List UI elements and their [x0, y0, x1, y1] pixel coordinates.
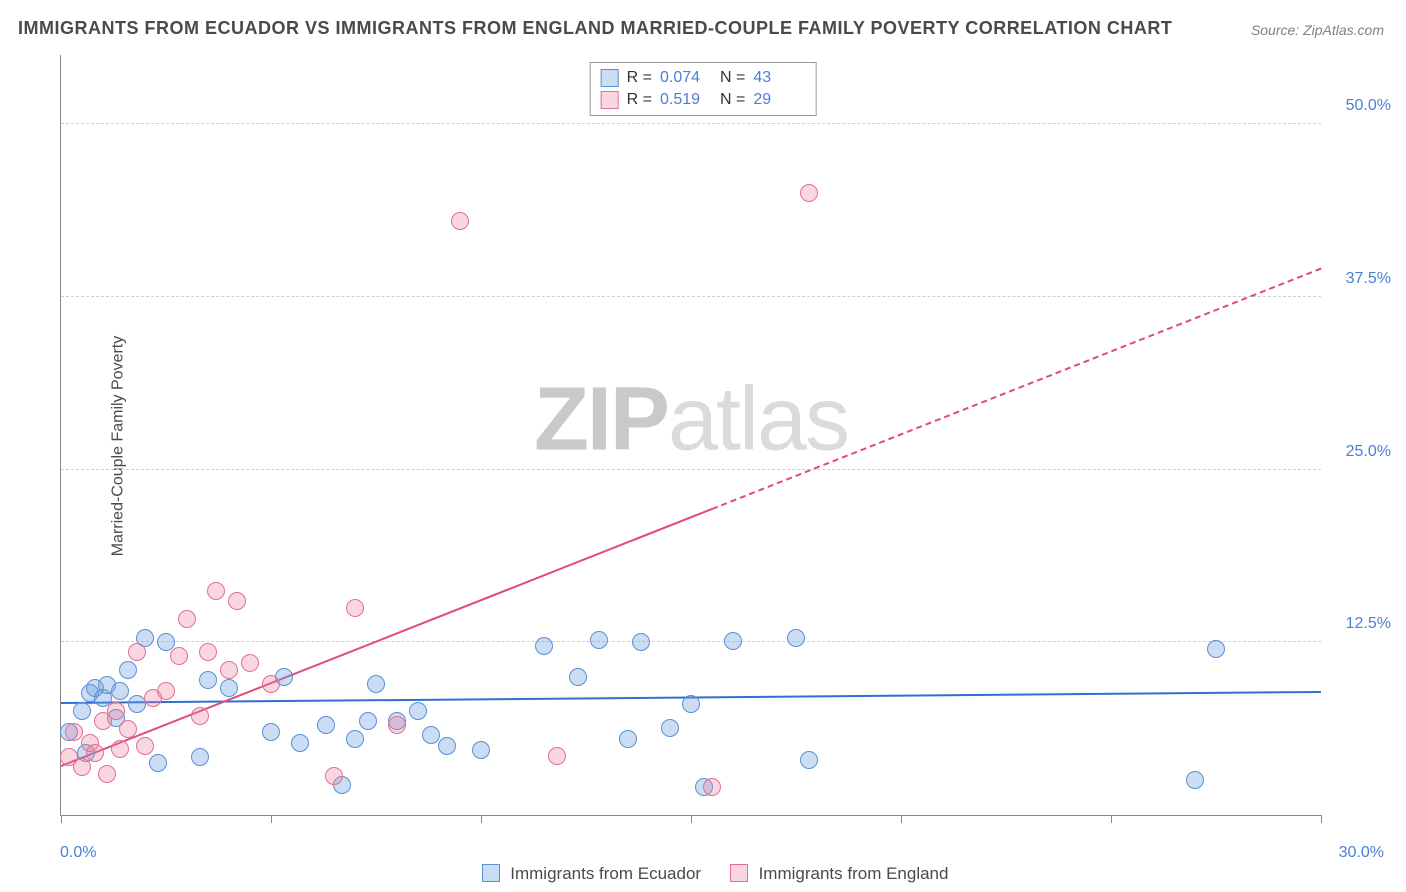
data-point: [111, 740, 129, 758]
swatch-ecuador-bottom: [482, 864, 500, 882]
data-point: [388, 716, 406, 734]
x-tick: [691, 815, 692, 823]
data-point: [409, 702, 427, 720]
data-point: [346, 599, 364, 617]
data-point: [346, 730, 364, 748]
y-tick-label: 25.0%: [1331, 443, 1391, 461]
data-point: [228, 592, 246, 610]
data-point: [199, 671, 217, 689]
data-point: [262, 723, 280, 741]
gridline: [61, 123, 1321, 124]
data-point: [317, 716, 335, 734]
gridline: [61, 641, 1321, 642]
data-point: [136, 737, 154, 755]
data-point: [98, 765, 116, 783]
data-point: [65, 723, 83, 741]
r-label: R =: [627, 89, 652, 111]
gridline: [61, 469, 1321, 470]
data-point: [472, 741, 490, 759]
data-point: [191, 748, 209, 766]
source-attribution: Source: ZipAtlas.com: [1251, 22, 1384, 38]
r-label: R =: [627, 67, 652, 89]
trend-line: [712, 267, 1322, 509]
data-point: [107, 702, 125, 720]
data-point: [220, 679, 238, 697]
x-tick: [271, 815, 272, 823]
data-point: [220, 661, 238, 679]
plot-area: ZIPatlas 12.5%25.0%37.5%50.0%: [60, 55, 1321, 816]
data-point: [451, 212, 469, 230]
data-point: [241, 654, 259, 672]
data-point: [367, 675, 385, 693]
x-axis-max-label: 30.0%: [1339, 844, 1384, 862]
data-point: [128, 695, 146, 713]
data-point: [632, 633, 650, 651]
data-point: [86, 744, 104, 762]
n-value-england: 29: [753, 89, 805, 111]
data-point: [149, 754, 167, 772]
data-point: [170, 647, 188, 665]
data-point: [111, 682, 129, 700]
correlation-legend: R = 0.074 N = 43 R = 0.519 N = 29: [590, 62, 817, 116]
data-point: [325, 767, 343, 785]
n-value-ecuador: 43: [753, 67, 805, 89]
data-point: [661, 719, 679, 737]
data-point: [590, 631, 608, 649]
data-point: [787, 629, 805, 647]
data-point: [548, 747, 566, 765]
swatch-england-bottom: [730, 864, 748, 882]
watermark: ZIPatlas: [534, 368, 848, 471]
r-value-ecuador: 0.074: [660, 67, 712, 89]
n-label: N =: [720, 89, 745, 111]
data-point: [535, 637, 553, 655]
data-point: [359, 712, 377, 730]
data-point: [191, 707, 209, 725]
data-point: [1207, 640, 1225, 658]
y-tick-label: 37.5%: [1331, 270, 1391, 288]
y-tick-label: 50.0%: [1331, 97, 1391, 115]
data-point: [119, 661, 137, 679]
data-point: [800, 751, 818, 769]
series-label-england: Immigrants from England: [759, 864, 949, 883]
data-point: [178, 610, 196, 628]
x-tick: [1111, 815, 1112, 823]
data-point: [73, 758, 91, 776]
x-tick: [901, 815, 902, 823]
x-tick: [1321, 815, 1322, 823]
data-point: [128, 643, 146, 661]
data-point: [207, 582, 225, 600]
r-value-england: 0.519: [660, 89, 712, 111]
data-point: [73, 702, 91, 720]
data-point: [119, 720, 137, 738]
swatch-ecuador: [601, 69, 619, 87]
chart-title: IMMIGRANTS FROM ECUADOR VS IMMIGRANTS FR…: [18, 18, 1172, 39]
data-point: [422, 726, 440, 744]
legend-row-england: R = 0.519 N = 29: [601, 89, 806, 111]
gridline: [61, 296, 1321, 297]
data-point: [1186, 771, 1204, 789]
data-point: [703, 778, 721, 796]
x-axis-min-label: 0.0%: [60, 844, 96, 862]
x-tick: [481, 815, 482, 823]
data-point: [724, 632, 742, 650]
series-legend: Immigrants from Ecuador Immigrants from …: [0, 864, 1406, 884]
data-point: [157, 682, 175, 700]
y-tick-label: 12.5%: [1331, 615, 1391, 633]
data-point: [619, 730, 637, 748]
x-tick: [61, 815, 62, 823]
swatch-england: [601, 91, 619, 109]
series-label-ecuador: Immigrants from Ecuador: [510, 864, 701, 883]
data-point: [569, 668, 587, 686]
legend-row-ecuador: R = 0.074 N = 43: [601, 67, 806, 89]
data-point: [262, 675, 280, 693]
data-point: [199, 643, 217, 661]
data-point: [682, 695, 700, 713]
data-point: [438, 737, 456, 755]
data-point: [291, 734, 309, 752]
data-point: [800, 184, 818, 202]
n-label: N =: [720, 67, 745, 89]
